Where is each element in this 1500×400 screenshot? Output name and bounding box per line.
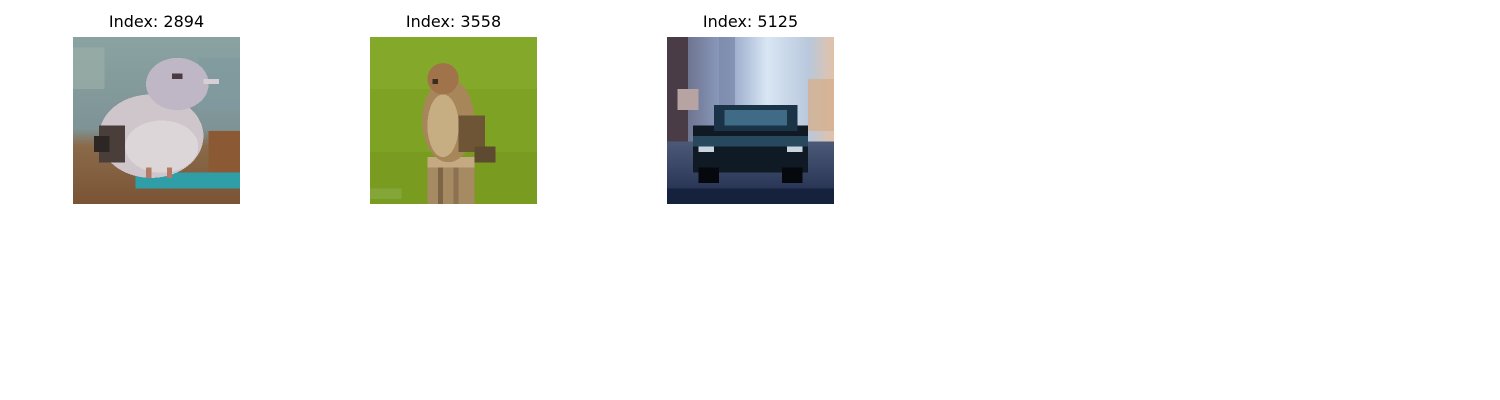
bird-perched-image [73, 37, 240, 204]
car-street-image [667, 37, 834, 204]
panel-title: Index: 2894 [108, 12, 205, 31]
panel-title: Index: 5125 [702, 12, 799, 31]
bird-on-post-image [370, 37, 537, 204]
panel-title: Index: 3558 [405, 12, 502, 31]
